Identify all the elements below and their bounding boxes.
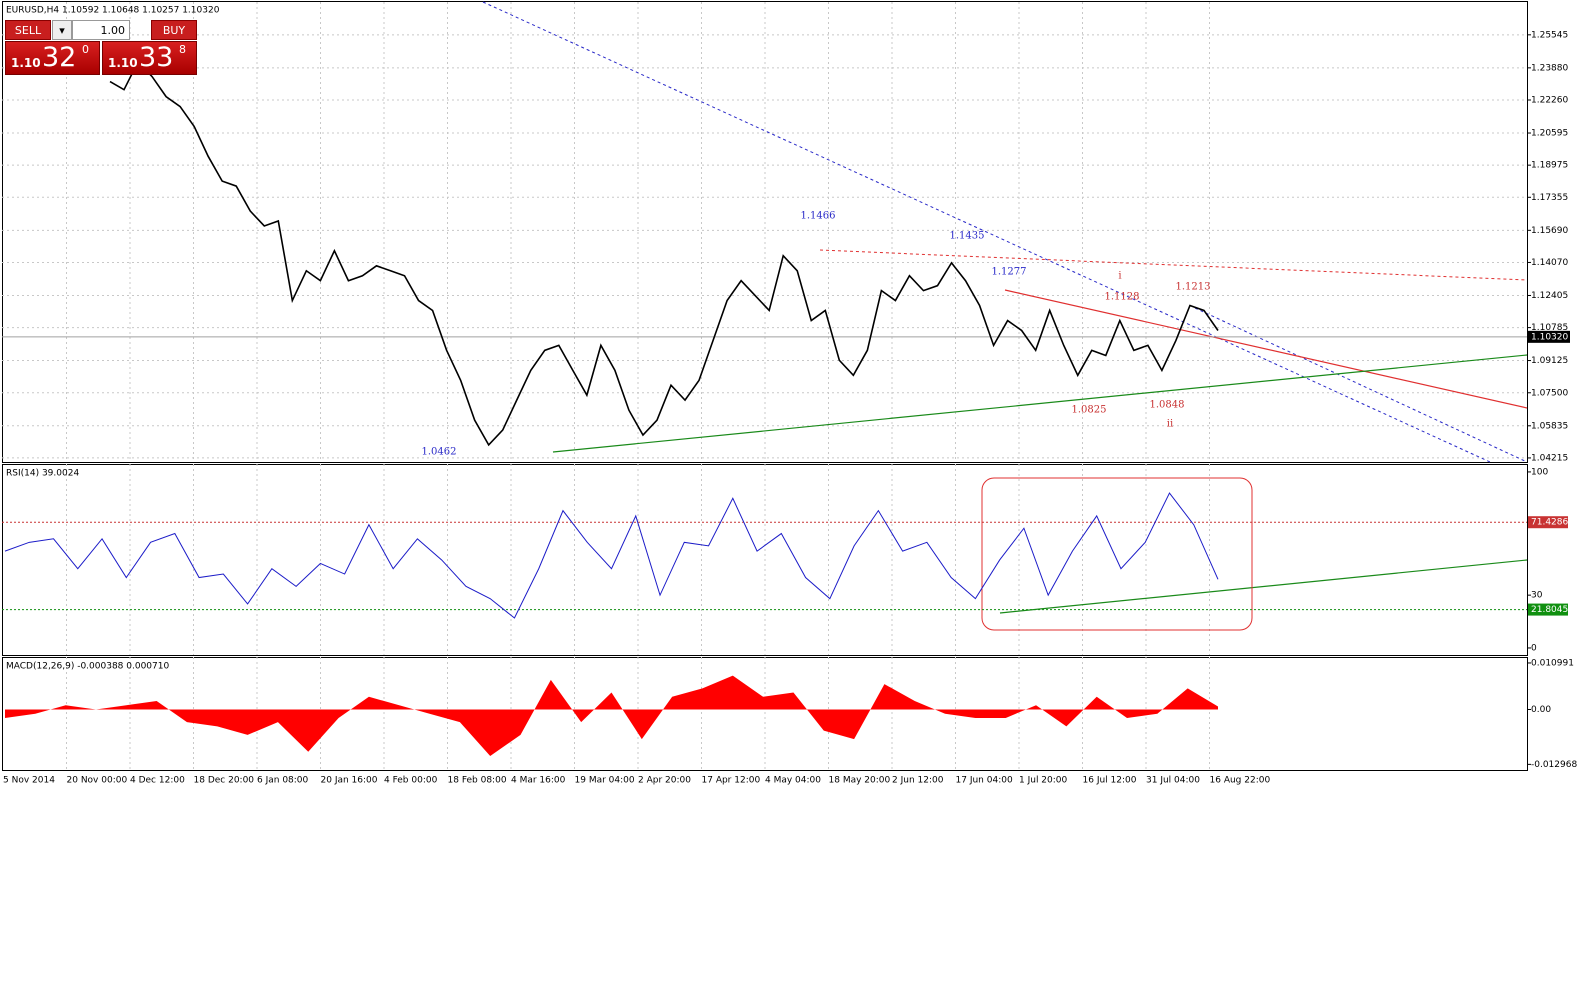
y-tick-label: 1.23880: [1531, 63, 1568, 73]
ask-quote[interactable]: 1.10 33 8: [102, 41, 197, 75]
trade-panel: SELL ▾ 1.00 BUY 1.10 32 0 1.10 33 8: [5, 20, 197, 75]
macd-header: MACD(12,26,9) -0.000388 0.000710: [6, 662, 169, 672]
annotation: i: [1118, 271, 1121, 282]
x-tick-label: 5 Nov 2014: [3, 776, 55, 786]
rsi-header: RSI(14) 39.0024: [6, 469, 79, 479]
annotation: 1.1128: [1105, 292, 1140, 303]
ask-frac: 8: [179, 43, 186, 56]
y-tick-label: 1.10785: [1531, 323, 1568, 333]
y-tick-label: -0.012968: [1531, 760, 1577, 770]
bid-big: 1.10: [11, 56, 41, 70]
lots-input[interactable]: 1.00: [72, 20, 130, 40]
trend-line: [819, 249, 1528, 281]
buy-button[interactable]: BUY: [151, 20, 197, 40]
y-tick-label: 1.04215: [1531, 453, 1568, 463]
x-tick-label: 17 Jun 04:00: [956, 776, 1013, 786]
y-tick-label: 30: [1531, 591, 1543, 601]
annotation: 1.0825: [1072, 405, 1107, 416]
level-label: 21.8045: [1531, 605, 1568, 615]
y-tick-label: 1.18975: [1531, 161, 1568, 171]
x-tick-label: 19 Mar 04:00: [575, 776, 635, 786]
symbol-header: EURUSD,H4 1.10592 1.10648 1.10257 1.1032…: [6, 6, 220, 16]
y-tick-label: 1.07500: [1531, 388, 1568, 398]
sell-button[interactable]: SELL: [5, 20, 51, 40]
annotation: ii: [1167, 419, 1173, 430]
trend-line: [1004, 289, 1528, 409]
series-line: [109, 60, 1219, 447]
x-tick-label: 4 Feb 00:00: [384, 776, 438, 786]
x-tick-label: 1 Jul 20:00: [1019, 776, 1068, 786]
y-tick-label: 0: [1531, 643, 1537, 653]
x-tick-label: 16 Aug 22:00: [1210, 776, 1271, 786]
x-tick-label: 18 Dec 20:00: [194, 776, 255, 786]
last-price-label: 1.10320: [1531, 332, 1568, 342]
annotation: 1.1277: [992, 267, 1027, 278]
bid-frac: 0: [82, 43, 89, 56]
y-tick-label: 1.15690: [1531, 226, 1568, 236]
main-frame: [2, 1, 1528, 463]
highlight-box: [981, 477, 1253, 631]
x-tick-label: 2 Apr 20:00: [638, 776, 691, 786]
annotation: 1.1466: [801, 211, 836, 222]
y-tick-label: 1.20595: [1531, 129, 1568, 139]
annotation: 1.1435: [950, 231, 985, 242]
ask-main: 33: [139, 42, 174, 73]
x-tick-label: 16 Jul 12:00: [1083, 776, 1137, 786]
annotation: 1.0462: [422, 447, 457, 458]
trend-line: [552, 354, 1528, 453]
bid-main: 32: [42, 42, 77, 73]
trend-line: [1194, 307, 1528, 463]
y-tick-label: 1.05835: [1531, 421, 1568, 431]
grid: [2, 2, 1527, 770]
level-label: 71.4286: [1531, 518, 1568, 528]
drawings: [482, 1, 1528, 631]
y-tick-label: 1.17355: [1531, 193, 1568, 203]
ask-big: 1.10: [108, 56, 138, 70]
x-tick-label: 4 Dec 12:00: [130, 776, 185, 786]
y-tick-label: 0.010991: [1531, 658, 1574, 668]
x-tick-label: 18 Feb 08:00: [448, 776, 507, 786]
y-tick-label: 100: [1531, 467, 1548, 477]
x-tick-label: 18 May 20:00: [829, 776, 891, 786]
trend-line: [482, 1, 1491, 463]
x-tick-label: 2 Jun 12:00: [892, 776, 944, 786]
y-tick-label: 1.25545: [1531, 30, 1568, 40]
y-tick-label: 1.12405: [1531, 291, 1568, 301]
frames: [2, 1, 1528, 771]
x-tick-label: 4 Mar 16:00: [511, 776, 566, 786]
y-tick-label: 1.14070: [1531, 258, 1568, 268]
histogram-area: [5, 675, 1218, 757]
annotation: 1.0848: [1150, 400, 1185, 411]
annotation: 1.1213: [1176, 282, 1211, 293]
x-tick-label: 6 Jan 08:00: [257, 776, 309, 786]
x-tick-label: 4 May 04:00: [765, 776, 821, 786]
last-price-tag: [1528, 330, 1570, 343]
series-line: [4, 492, 1219, 619]
x-tick-label: 31 Jul 04:00: [1146, 776, 1200, 786]
bid-quote[interactable]: 1.10 32 0: [5, 41, 100, 75]
lots-spin[interactable]: ▾: [52, 20, 72, 40]
x-tick-label: 17 Apr 12:00: [702, 776, 761, 786]
x-tick-label: 20 Nov 00:00: [67, 776, 128, 786]
y-tick-label: 1.09125: [1531, 356, 1568, 366]
plot: 1.1466 1.1435 1.1277 1.0462 i 1.1128 1.1213 1.0…: [2, 60, 1527, 757]
level-tag: [1528, 603, 1568, 616]
trend-line: [999, 559, 1528, 614]
x-tick-label: 20 Jan 16:00: [321, 776, 378, 786]
level-tag: [1528, 516, 1568, 529]
y-tick-label: 0.00: [1531, 705, 1551, 715]
y-tick-label: 1.22260: [1531, 95, 1568, 105]
